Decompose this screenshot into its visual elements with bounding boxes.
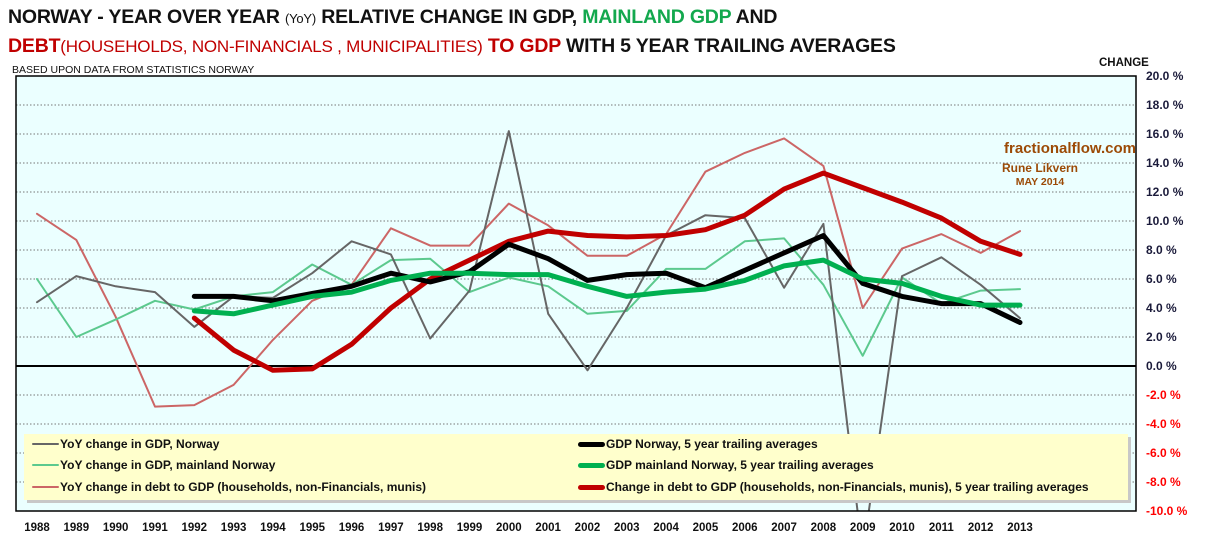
legend-swatch <box>578 441 605 447</box>
y-tick-label: 8.0 % <box>1146 243 1177 257</box>
legend-label: YoY change in GDP, mainland Norway <box>60 458 276 472</box>
x-tick-label: 2004 <box>653 522 679 534</box>
x-tick-label: 2003 <box>614 522 640 534</box>
x-tick-label: 2013 <box>1007 522 1033 534</box>
title-part: NORWAY - YEAR OVER YEAR <box>8 6 285 28</box>
series-line-debt-avg <box>191 170 1023 373</box>
y-tick-label: 12.0 % <box>1146 185 1184 199</box>
x-tick-label: 2008 <box>811 522 837 534</box>
legend-swatch <box>32 464 59 466</box>
title-part: RELATIVE CHANGE IN GDP, <box>316 6 583 28</box>
legend-item-debt-avg: Change in debt to GDP (households, non-F… <box>578 480 1089 494</box>
legend-label: Change in debt to GDP (households, non-F… <box>606 480 1089 494</box>
y-tick-label: 18.0 % <box>1146 98 1184 112</box>
x-tick-label: 1992 <box>181 522 207 534</box>
y-tick-label: -4.0 % <box>1146 417 1181 431</box>
x-tick-label: 2005 <box>693 522 719 534</box>
title-debt: DEBT <box>8 35 61 57</box>
x-tick-label: 1995 <box>299 522 325 534</box>
title-mainland-gdp: MAINLAND GDP <box>582 6 732 28</box>
x-tick-label: 1998 <box>417 522 443 534</box>
x-tick-label: 2007 <box>771 522 797 534</box>
y-axis-ticks: 20.0 % 18.0 % 16.0 % 14.0 % 12.0 % 10.0 % 8.0 … <box>1146 69 1188 518</box>
legend-item-gdp-avg: GDP Norway, 5 year trailing averages <box>578 437 818 451</box>
series-group <box>36 130 1023 511</box>
x-tick-label: 2002 <box>575 522 601 534</box>
y-tick-label: -10.0 % <box>1146 504 1188 518</box>
chart-subtitle: BASED UPON DATA FROM STATISTICS NORWAY <box>12 64 255 76</box>
x-tick-label: 1994 <box>260 522 286 534</box>
y-tick-label: 16.0 % <box>1146 127 1184 141</box>
y-tick-label: 0.0 % <box>1146 359 1177 373</box>
legend-swatch <box>578 462 605 468</box>
y-tick-label: -8.0 % <box>1146 475 1181 489</box>
legend-label: YoY change in debt to GDP (households, n… <box>60 480 427 494</box>
x-tick-label: 2000 <box>496 522 522 534</box>
legend-item-mainland-avg: GDP mainland Norway, 5 year trailing ave… <box>578 458 874 472</box>
title-part: WITH 5 YEAR TRAILING AVERAGES <box>560 35 896 57</box>
legend-label: YoY change in GDP, Norway <box>60 437 220 451</box>
x-tick-label: 1991 <box>142 522 168 534</box>
x-tick-label: 1989 <box>64 522 90 534</box>
x-tick-label: 2011 <box>929 522 955 534</box>
legend-label: GDP mainland Norway, 5 year trailing ave… <box>606 458 874 472</box>
y-tick-label: -6.0 % <box>1146 446 1181 460</box>
legend-item-debt-yoy: YoY change in debt to GDP (households, n… <box>32 480 426 494</box>
y-tick-label: 2.0 % <box>1146 330 1177 344</box>
plot-border <box>15 75 1137 512</box>
legend-swatch <box>32 443 59 445</box>
y-tick-label: 6.0 % <box>1146 272 1177 286</box>
series-line-mainland-yoy <box>36 237 1021 357</box>
x-tick-label: 1996 <box>339 522 365 534</box>
title-debt-sectors: (HOUSEHOLDS, NON-FINANCIALS , MUNICIPALI… <box>60 37 483 56</box>
title-yoy: (YoY) <box>284 11 316 26</box>
x-tick-label: 2001 <box>535 522 561 534</box>
y-tick-label: 20.0 % <box>1146 69 1184 83</box>
x-tick-label: 1993 <box>221 522 247 534</box>
title-to-gdp: TO GDP <box>482 35 561 57</box>
x-tick-label: 2010 <box>889 522 915 534</box>
chart-title-line-1: NORWAY - YEAR OVER YEAR (YoY) RELATIVE C… <box>8 6 777 29</box>
y-tick-label: 14.0 % <box>1146 156 1184 170</box>
x-tick-label: 2012 <box>968 522 994 534</box>
watermark-author: Rune Likvern <box>1001 161 1079 175</box>
series-line-debt-yoy <box>36 137 1021 408</box>
watermark-date: MAY 2014 <box>1015 176 1065 188</box>
y-tick-label: 10.0 % <box>1146 214 1184 228</box>
y-tick-label: -2.0 % <box>1146 388 1181 402</box>
watermark-site: fractionalflow.com <box>1004 140 1136 157</box>
legend-swatch <box>578 484 605 490</box>
legend-swatch <box>32 486 59 488</box>
x-tick-label: 2009 <box>850 522 876 534</box>
x-tick-label: 2006 <box>732 522 758 534</box>
x-tick-label: 1997 <box>378 522 404 534</box>
x-axis-ticks: 1988 1989 1990 1991 1992 1993 1994 1995 1996 1997… <box>24 522 1033 534</box>
x-tick-label: 1999 <box>457 522 483 534</box>
chart-title-line-2: DEBT(HOUSEHOLDS, NON-FINANCIALS , MUNICI… <box>8 35 896 58</box>
y-axis-title: CHANGE <box>1099 57 1149 69</box>
chart-legend: YoY change in GDP, Norway YoY change in … <box>24 434 1128 500</box>
legend-label: GDP Norway, 5 year trailing averages <box>606 437 818 451</box>
x-tick-label: 1988 <box>24 522 50 534</box>
title-part: AND <box>731 6 778 28</box>
legend-item-gdp-yoy: YoY change in GDP, Norway <box>32 437 219 451</box>
y-tick-label: 4.0 % <box>1146 301 1177 315</box>
series-line-gdp-avg <box>191 233 1023 325</box>
series-line-mainland-avg <box>191 257 1023 317</box>
x-tick-label: 1990 <box>103 522 129 534</box>
legend-item-mainland-yoy: YoY change in GDP, mainland Norway <box>32 458 275 472</box>
